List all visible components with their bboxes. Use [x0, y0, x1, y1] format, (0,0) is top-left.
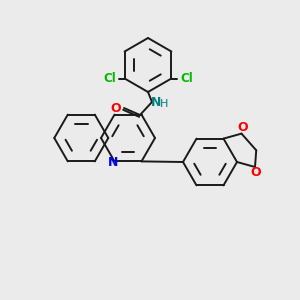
Text: Cl: Cl [180, 72, 193, 85]
Text: O: O [111, 101, 121, 115]
Text: Cl: Cl [103, 72, 116, 85]
Text: H: H [160, 99, 168, 109]
Text: O: O [251, 167, 261, 179]
Text: N: N [108, 156, 119, 169]
Text: N: N [151, 95, 161, 109]
Text: O: O [237, 121, 248, 134]
